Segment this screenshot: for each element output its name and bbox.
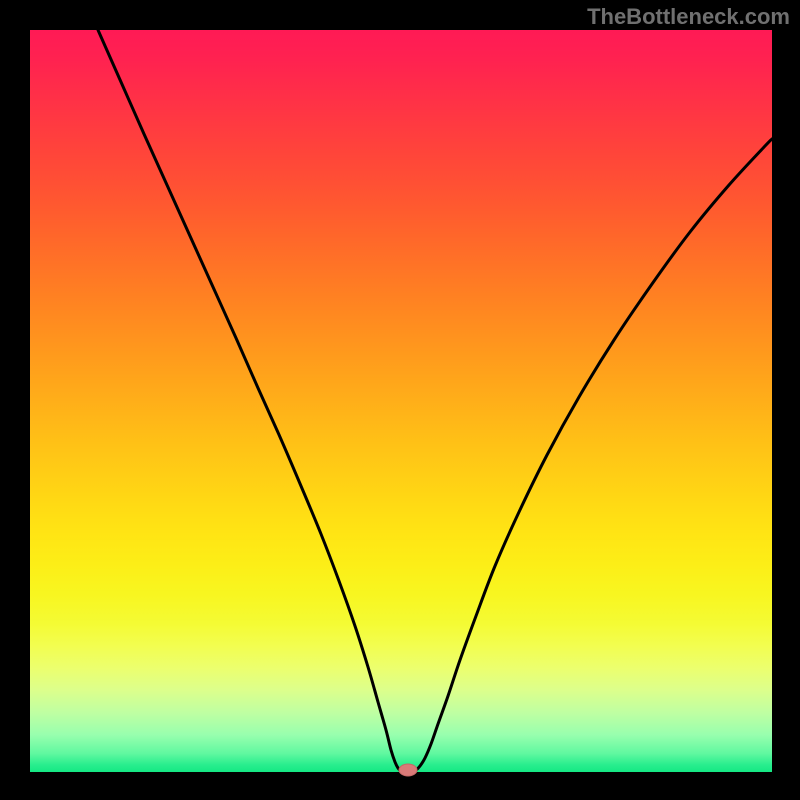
optimal-point-marker xyxy=(399,764,417,776)
watermark-text: TheBottleneck.com xyxy=(587,4,790,30)
chart-canvas: TheBottleneck.com xyxy=(0,0,800,800)
plot-background xyxy=(30,30,772,772)
chart-svg xyxy=(0,0,800,800)
